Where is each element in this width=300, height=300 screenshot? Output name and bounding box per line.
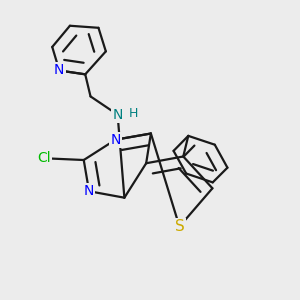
- Text: Cl: Cl: [37, 151, 51, 165]
- Text: N: N: [84, 184, 94, 198]
- Text: H: H: [129, 107, 139, 120]
- Text: N: N: [112, 108, 123, 122]
- Text: N: N: [54, 64, 64, 77]
- Text: S: S: [175, 219, 184, 234]
- Text: N: N: [110, 133, 121, 147]
